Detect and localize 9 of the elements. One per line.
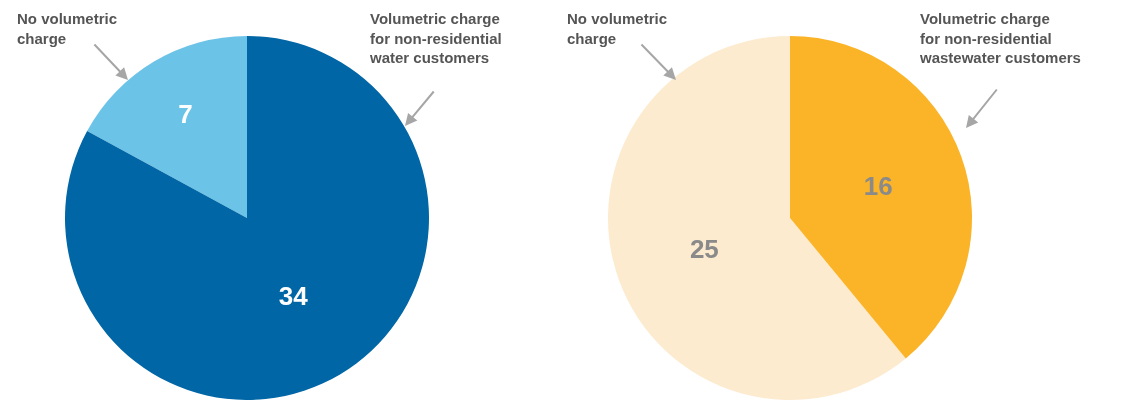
slice-label: No volumetric charge xyxy=(17,10,118,47)
slice-label: Volumetric charge for non-residential wastewater customers xyxy=(919,10,1081,66)
pie-slice xyxy=(87,36,247,218)
data-label: 7 xyxy=(178,99,193,130)
data-label: 34 xyxy=(278,281,309,312)
slice-label: Volumetric charge for non-residential water customers xyxy=(369,10,502,66)
data-label: 16 xyxy=(863,171,893,202)
data-label: 25 xyxy=(689,233,719,264)
slice-label: No volumetric charge xyxy=(567,10,668,47)
